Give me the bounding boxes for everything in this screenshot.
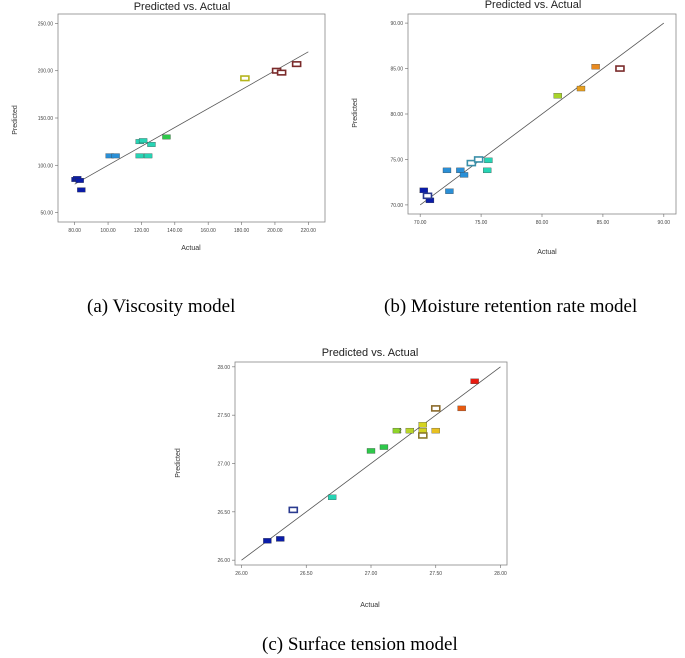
x-axis: 80.00 100.00 120.00 140.00 160.00 180.00 200.0… (68, 222, 316, 234)
data-point (136, 154, 144, 159)
x-tick-label: 26.50 (300, 571, 313, 577)
y-tick-label: 27.50 (217, 413, 230, 419)
data-point (112, 154, 120, 159)
y-axis-label: Predicted (12, 105, 19, 135)
data-point (162, 135, 170, 140)
y-tick-label: 85.00 (390, 67, 403, 73)
x-tick-label: 80.00 (68, 228, 81, 234)
data-point (423, 193, 431, 198)
data-point (420, 188, 428, 193)
y-tick-label: 70.00 (390, 203, 403, 209)
data-point (554, 93, 562, 98)
x-tick-label: 75.00 (475, 220, 488, 226)
y-tick-label: 150.00 (38, 116, 54, 122)
x-tick-label: 160.00 (201, 228, 217, 234)
data-point (445, 189, 453, 194)
point-count-annotation: 2 (399, 429, 402, 435)
caption-c: (c) Surface tension model (262, 634, 458, 656)
data-point (276, 536, 284, 541)
y-tick-label: 27.00 (217, 462, 230, 468)
x-tick-label: 27.00 (365, 571, 378, 577)
x-tick-label: 180.00 (234, 228, 250, 234)
y-tick-label: 200.00 (38, 69, 54, 75)
data-point (419, 422, 427, 427)
y-tick-label: 90.00 (390, 21, 403, 27)
data-point (471, 379, 479, 384)
x-tick-label: 120.00 (134, 228, 150, 234)
y-axis-label: Predicted (175, 448, 182, 478)
y-tick-label: 26.50 (217, 510, 230, 516)
data-point (289, 507, 297, 512)
x-tick-label: 140.00 (167, 228, 183, 234)
x-tick-label: 80.00 (536, 220, 549, 226)
data-point (616, 66, 624, 71)
caption-a: (a) Viscosity model (87, 296, 235, 318)
y-axis: 50.00 100.00 150.00 200.00 250.00 (38, 21, 58, 216)
surface-tension-chart: Predicted vs. Actual 26.00 26.50 27.00 27.5… (165, 340, 525, 620)
x-axis: 26.00 26.50 27.00 27.50 28.00 (235, 565, 507, 577)
data-point (293, 62, 301, 67)
y-tick-label: 75.00 (390, 157, 403, 163)
data-point (367, 448, 375, 453)
x-axis-label: Actual (537, 249, 557, 256)
y-tick-label: 250.00 (38, 21, 54, 27)
data-point (76, 178, 84, 183)
y-tick-label: 100.00 (38, 163, 54, 169)
moisture-retention-chart: Predicted vs. Actual 70.00 75.00 80.00 85.0… (343, 0, 685, 275)
data-point (483, 168, 491, 173)
data-point (484, 158, 492, 163)
y-tick-label: 50.00 (40, 211, 53, 217)
x-axis-label: Actual (360, 602, 380, 609)
y-axis-label: Predicted (352, 98, 359, 128)
viscosity-chart: Predicted vs. Actual 80.00 100.00 120.00 14… (0, 0, 335, 275)
x-tick-label: 200.00 (267, 228, 283, 234)
data-point (241, 76, 249, 81)
data-point (475, 157, 483, 162)
data-point (443, 168, 451, 173)
data-point (278, 70, 286, 75)
x-axis: 70.00 75.00 80.00 85.00 90.00 (414, 214, 670, 226)
data-point (419, 433, 427, 438)
data-point (458, 406, 466, 411)
chart-title: Predicted vs. Actual (322, 347, 419, 359)
x-tick-label: 100.00 (100, 228, 116, 234)
data-point (577, 86, 585, 91)
data-point (144, 154, 152, 159)
y-tick-label: 80.00 (390, 112, 403, 118)
y-axis: 26.00 26.50 27.00 27.50 28.00 (217, 365, 235, 564)
x-tick-label: 90.00 (658, 220, 671, 226)
x-axis-label: Actual (181, 245, 201, 252)
data-point (456, 168, 464, 173)
x-tick-label: 85.00 (597, 220, 610, 226)
data-point (328, 495, 336, 500)
data-point (432, 428, 440, 433)
data-point (77, 188, 85, 193)
data-point (380, 445, 388, 450)
data-point (592, 64, 600, 69)
data-point (147, 142, 155, 147)
x-tick-label: 28.00 (494, 571, 507, 577)
chart-title: Predicted vs. Actual (485, 0, 582, 11)
data-point (263, 538, 271, 543)
x-tick-label: 70.00 (414, 220, 427, 226)
x-tick-label: 220.00 (301, 228, 317, 234)
y-tick-label: 26.00 (217, 558, 230, 564)
data-point (406, 428, 414, 433)
caption-b: (b) Moisture retention rate model (384, 296, 637, 318)
data-point (432, 406, 440, 411)
data-point (139, 138, 147, 143)
chart-title: Predicted vs. Actual (134, 1, 231, 13)
data-point (460, 172, 468, 177)
x-tick-label: 27.50 (430, 571, 443, 577)
y-axis: 70.00 75.00 80.00 85.00 90.00 (390, 21, 408, 209)
x-tick-label: 26.00 (235, 571, 248, 577)
y-tick-label: 28.00 (217, 365, 230, 371)
